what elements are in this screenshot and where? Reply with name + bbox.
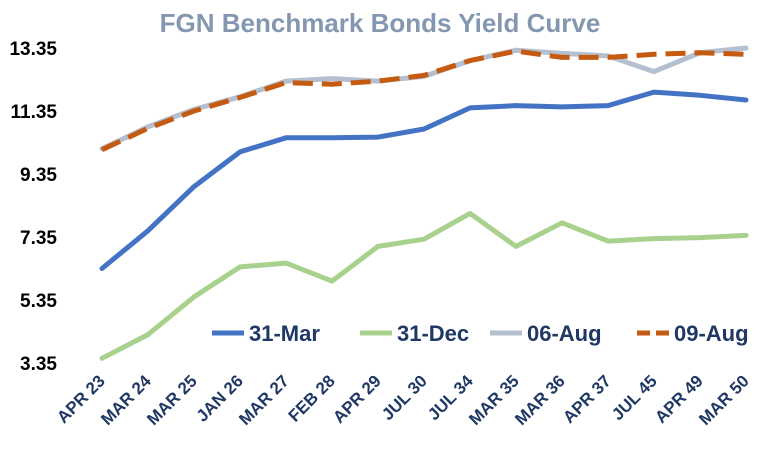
y-tick-label: 9.35 [20, 165, 57, 186]
x-tick-label: MAR 25 [143, 371, 201, 429]
x-tick-label: MAR 35 [465, 371, 523, 429]
series-line-31-mar [99, 89, 749, 271]
legend: 31-Mar 31-Dec 06-Aug 09-Aug [212, 321, 749, 346]
x-tick-label: MAR 27 [235, 371, 293, 429]
x-tick-label: JUL 30 [378, 371, 431, 424]
y-tick-label: 7.35 [20, 228, 57, 249]
legend-label: 06-Aug [527, 321, 602, 346]
y-tick-label: 5.35 [20, 291, 57, 312]
y-tick-label: 3.35 [20, 354, 57, 375]
series-lines [99, 45, 749, 361]
x-tick-label: APR 29 [329, 371, 385, 427]
y-tick-label: 13.35 [9, 39, 57, 60]
x-tick-label: FEB 28 [285, 371, 339, 425]
y-tick-label: 11.35 [11, 102, 58, 123]
x-tick-label: MAR 24 [97, 371, 155, 429]
series-line-09-aug [100, 48, 747, 152]
legend-label: 31-Dec [397, 321, 469, 346]
y-axis: 3.35 5.35 7.35 9.35 11.35 13.35 [9, 39, 57, 375]
series-line-31-dec [99, 210, 749, 361]
x-tick-label: MAR 50 [695, 371, 753, 429]
series-line-06-aug [99, 45, 749, 152]
chart-title: FGN Benchmark Bonds Yield Curve [160, 8, 601, 38]
legend-label: 31-Mar [249, 321, 320, 346]
x-tick-label: APR 37 [559, 371, 615, 427]
legend-label: 09-Aug [674, 321, 749, 346]
x-tick-label: MAR 36 [511, 371, 569, 429]
